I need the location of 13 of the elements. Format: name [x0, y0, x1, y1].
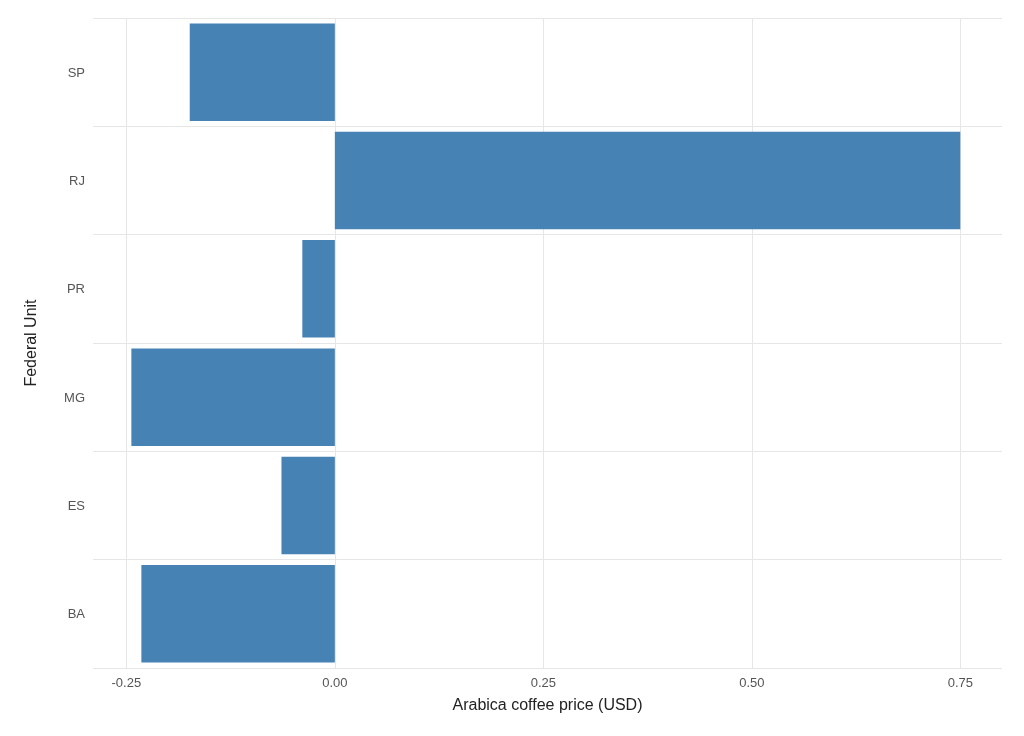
y-tick-label: PR: [66, 281, 85, 297]
x-tick-label: 0.75: [947, 675, 973, 690]
y-tick-label: RJ: [69, 173, 85, 188]
x-axis-title: Arabica coffee price (USD): [452, 695, 643, 713]
y-tick-label: MG: [64, 389, 85, 405]
y-tick-label: BA: [67, 606, 86, 622]
x-tick-label: 0.00: [322, 675, 348, 690]
y-tick-label: SP: [67, 64, 85, 80]
x-tick-label: 0.25: [530, 675, 556, 690]
y-axis-title: Federal Unit: [21, 298, 39, 387]
y-tick-label: ES: [67, 498, 86, 513]
x-tick-label: -0.25: [111, 675, 142, 690]
x-tick-label: 0.50: [739, 675, 765, 690]
